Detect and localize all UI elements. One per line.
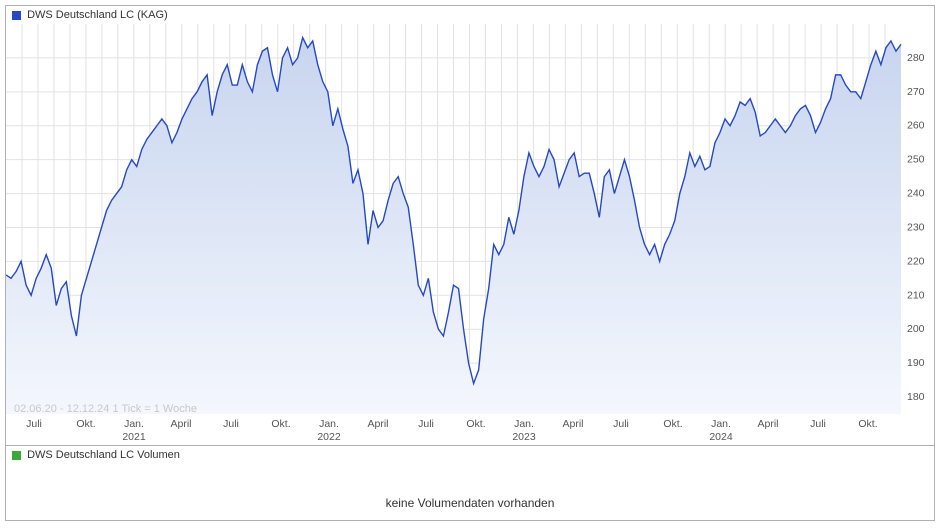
price-chart: 180 190 200 210 220 230 240 250 260 270 280 Juli Okt… <box>6 6 934 446</box>
svg-text:Jan.: Jan. <box>319 418 339 430</box>
price-legend-label: DWS Deutschland LC (KAG) <box>27 9 168 21</box>
svg-text:220: 220 <box>907 255 925 267</box>
chart-container: DWS Deutschland LC (KAG) 180 190 200 210 220… <box>5 5 935 521</box>
svg-text:Juli: Juli <box>223 418 239 430</box>
svg-text:260: 260 <box>907 120 925 132</box>
svg-text:2023: 2023 <box>512 431 536 443</box>
price-legend: DWS Deutschland LC (KAG) <box>12 9 168 21</box>
svg-text:Okt.: Okt. <box>271 418 290 430</box>
volume-legend-label: DWS Deutschland LC Volumen <box>27 449 180 461</box>
svg-text:Juli: Juli <box>810 418 826 430</box>
svg-text:280: 280 <box>907 52 925 64</box>
svg-text:Okt.: Okt. <box>663 418 682 430</box>
svg-text:240: 240 <box>907 188 925 200</box>
svg-text:April: April <box>562 418 583 430</box>
volume-panel: DWS Deutschland LC Volumen keine Volumen… <box>6 446 934 520</box>
svg-text:210: 210 <box>907 289 925 301</box>
svg-text:Okt.: Okt. <box>466 418 485 430</box>
svg-text:200: 200 <box>907 323 925 335</box>
svg-text:250: 250 <box>907 154 925 166</box>
svg-text:2022: 2022 <box>317 431 341 443</box>
svg-text:April: April <box>170 418 191 430</box>
svg-text:2021: 2021 <box>122 431 146 443</box>
svg-text:Jan.: Jan. <box>711 418 731 430</box>
price-panel: DWS Deutschland LC (KAG) 180 190 200 210 220… <box>6 6 934 446</box>
price-legend-swatch <box>12 11 21 20</box>
svg-text:Okt.: Okt. <box>858 418 877 430</box>
svg-text:Juli: Juli <box>418 418 434 430</box>
svg-text:April: April <box>757 418 778 430</box>
svg-text:180: 180 <box>907 391 925 403</box>
svg-text:270: 270 <box>907 86 925 98</box>
date-range-watermark: 02.06.20 - 12.12.24 1 Tick = 1 Woche <box>14 403 197 415</box>
svg-text:2024: 2024 <box>709 431 733 443</box>
volume-legend-swatch <box>12 451 21 460</box>
svg-text:April: April <box>367 418 388 430</box>
svg-text:Okt.: Okt. <box>76 418 95 430</box>
svg-text:230: 230 <box>907 221 925 233</box>
svg-text:Juli: Juli <box>26 418 42 430</box>
svg-text:Juli: Juli <box>613 418 629 430</box>
svg-text:Jan.: Jan. <box>124 418 144 430</box>
svg-text:190: 190 <box>907 357 925 369</box>
svg-text:Jan.: Jan. <box>514 418 534 430</box>
volume-legend: DWS Deutschland LC Volumen <box>12 449 180 461</box>
no-volume-message: keine Volumendaten vorhanden <box>6 496 934 510</box>
